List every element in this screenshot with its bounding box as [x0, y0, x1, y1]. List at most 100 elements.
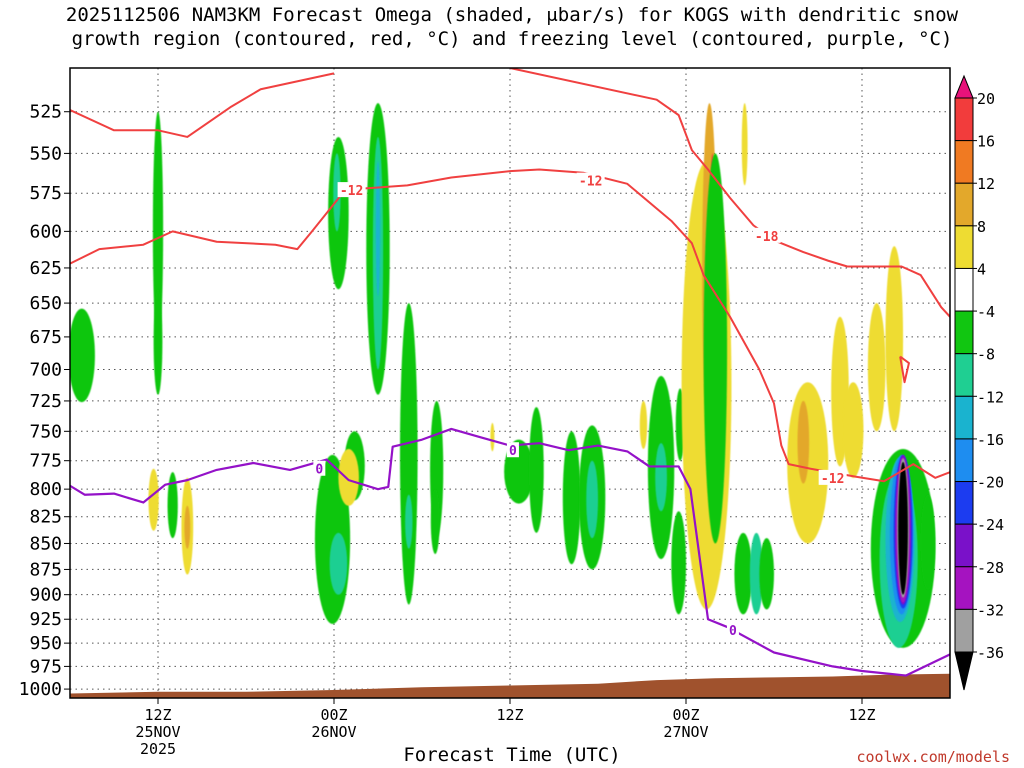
omega-cell: [749, 532, 764, 615]
contour-label-bg: [506, 442, 519, 458]
colorbar-bin: [954, 225, 974, 269]
omega-cell: [152, 111, 164, 351]
contour-lines: [70, 68, 950, 677]
colorbar-bin: [954, 267, 974, 312]
omega-cell: [329, 532, 348, 595]
omega-cell: [734, 532, 752, 615]
y-tick-label: 825: [29, 507, 62, 528]
x-tick-label: 00Z: [672, 706, 699, 724]
freezing-level-contour: [70, 427, 950, 677]
omega-cell: [148, 468, 159, 531]
freezing-level-label: 0: [509, 444, 517, 459]
colorbar-bin: [954, 395, 974, 440]
omega-cell: [586, 460, 599, 539]
y-tick-label: 575: [29, 183, 62, 204]
omega-cell: [842, 382, 864, 478]
x-tick-label: 26NOV: [311, 723, 356, 741]
omega-cell: [867, 303, 886, 432]
x-tick-label: 2025: [140, 740, 176, 758]
colorbar-legend: 20 16 12 8 4 -4 -8 -12 -16 -20 -24 -28 -32 -36: [954, 74, 1004, 691]
colorbar-label: -12: [977, 388, 1004, 406]
chart-subtitle: growth region (contoured, red, °C) and f…: [71, 28, 953, 50]
x-tick-label: 25NOV: [135, 723, 180, 741]
omega-cell: [759, 538, 775, 610]
colorbar-label: -20: [977, 474, 1004, 492]
y-tick-label: 850: [29, 533, 62, 554]
terrain-layer: [70, 673, 950, 698]
y-tick-label: 950: [29, 633, 62, 654]
colorbar-label: -4: [977, 303, 995, 321]
omega-cell: [405, 494, 413, 549]
colorbar-top-arrow: [954, 74, 974, 99]
y-tick-label: 775: [29, 451, 62, 472]
snow-growth-contour: [509, 68, 950, 318]
colorbar-label: 12: [977, 175, 995, 193]
y-tick-label: 1000: [19, 679, 62, 700]
omega-cell: [70, 308, 95, 403]
omega-cell: [333, 153, 341, 232]
omega-cell: [885, 246, 904, 432]
site-credit: coolwx.com/models: [856, 748, 1010, 766]
y-tick-label: 900: [29, 585, 62, 606]
x-tick-label: 00Z: [320, 706, 347, 724]
y-tick-label: 550: [29, 143, 62, 164]
omega-cell: [430, 489, 440, 554]
colorbar-label: 20: [977, 90, 995, 108]
colorbar-bin: [954, 608, 974, 653]
y-tick-label: 875: [29, 559, 62, 580]
colorbar-bin: [954, 182, 974, 227]
colorbar-bin: [954, 438, 974, 483]
colorbar-bin: [954, 523, 974, 568]
x-tick-label: 12Z: [848, 706, 875, 724]
contour-label-bg: [337, 182, 366, 198]
omega-cell: [184, 505, 191, 549]
contour-label-bg: [818, 469, 847, 485]
snow-growth-label: -18: [755, 230, 779, 245]
colorbar-bin: [954, 140, 974, 184]
y-tick-label: 925: [29, 609, 62, 630]
contour-label-bg: [752, 227, 781, 243]
contour-label-bg: [576, 172, 605, 188]
omega-cell: [920, 494, 936, 590]
omega-cell: [639, 400, 648, 450]
x-tick-label: 12Z: [144, 706, 171, 724]
y-tick-label: 675: [29, 327, 62, 348]
x-tick-label: 27NOV: [663, 723, 708, 741]
omega-cell: [338, 449, 359, 506]
y-tick-label: 525: [29, 102, 62, 123]
snow-growth-contour: [70, 72, 335, 138]
chart-title: 2025112506 NAM3KM Forecast Omega (shaded…: [65, 4, 959, 26]
y-tick-label: 600: [29, 221, 62, 242]
contour-labels: -12 -12 -18 -12 0 0 0: [313, 172, 847, 639]
colorbar-bin: [954, 310, 974, 355]
omega-cell: [400, 303, 418, 605]
y-axis: 525 550 575 600 625 650 675 700 725 750 775 800 825 8…: [19, 102, 70, 700]
snow-growth-label: -12: [340, 184, 363, 199]
colorbar-bin: [954, 353, 974, 397]
colorbar-label: -36: [977, 644, 1004, 662]
y-tick-label: 800: [29, 479, 62, 500]
snow-growth-label: -12: [579, 175, 602, 190]
omega-cell: [703, 153, 728, 544]
colorbar-label: -16: [977, 431, 1004, 449]
y-tick-label: 975: [29, 656, 62, 677]
y-tick-label: 725: [29, 391, 62, 412]
omega-cell: [167, 472, 178, 539]
omega-cell: [898, 461, 908, 595]
colorbar-bin: [954, 566, 974, 610]
y-tick-label: 625: [29, 258, 62, 279]
snow-growth-contour: [899, 355, 910, 384]
omega-cell: [655, 443, 667, 512]
x-tick-label: 12Z: [496, 706, 523, 724]
colorbar-bottom-arrow: [954, 651, 974, 691]
omega-cell: [490, 422, 495, 452]
colorbar-bin: [954, 97, 974, 142]
colorbar-label: -28: [977, 559, 1004, 577]
terrain-ground: [70, 673, 950, 698]
freezing-level-label: 0: [315, 463, 323, 478]
x-axis-title: Forecast Time (UTC): [403, 744, 621, 766]
colorbar-label: -8: [977, 346, 995, 364]
